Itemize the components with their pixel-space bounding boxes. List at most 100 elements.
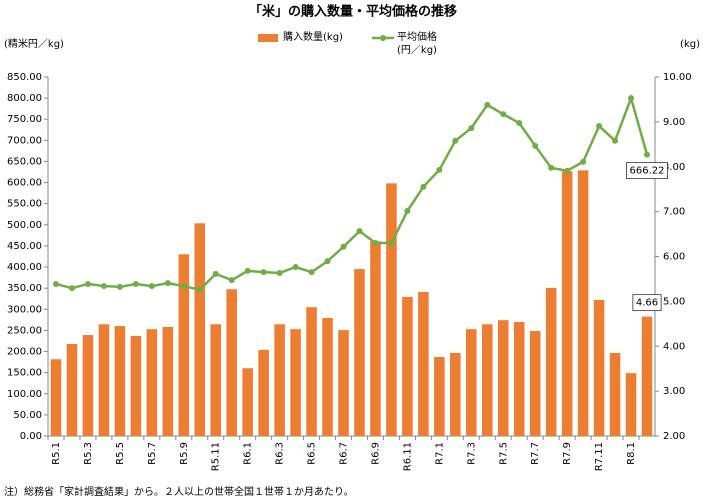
x-tick-label: R7.1 [434, 442, 445, 465]
bar [98, 324, 110, 436]
bar [418, 291, 429, 436]
bar [322, 317, 333, 436]
x-tick-label: R7.7 [530, 442, 541, 465]
x-tick-label: R7.11 [594, 442, 605, 471]
point [436, 166, 443, 173]
x-tick-label: R5.5 [115, 442, 126, 465]
y-tick-label: 150.00 [7, 368, 42, 379]
bar [625, 373, 637, 436]
y-tick-label: 200.00 [7, 347, 42, 358]
data-label-box [632, 294, 662, 312]
y2-tick-label: 7.00 [663, 207, 685, 218]
point [372, 239, 379, 246]
bar [162, 326, 174, 436]
y-tick-label: 550.00 [7, 199, 42, 210]
bar [226, 289, 237, 436]
data-label-box [626, 162, 668, 180]
point [484, 101, 491, 108]
bar [290, 329, 301, 436]
x-tick-label: R7.5 [498, 442, 509, 465]
bar [146, 329, 158, 436]
y2-tick-label: 10.00 [663, 72, 692, 83]
y-tick-label: 800.00 [7, 93, 42, 104]
x-tick-label: R5.7 [147, 442, 158, 465]
bar [450, 352, 461, 436]
bar [609, 352, 621, 436]
point [420, 183, 427, 190]
point [340, 243, 347, 250]
bar [529, 330, 541, 436]
bar [545, 287, 557, 436]
point [612, 137, 619, 144]
point [596, 122, 603, 129]
y2-tick-label: 2.00 [663, 431, 685, 442]
y-tick-label: 100.00 [7, 389, 42, 400]
data-label: 4.66 [636, 298, 658, 309]
y-tick-label: 600.00 [7, 178, 42, 189]
point [580, 158, 587, 165]
point [500, 111, 507, 118]
y2-axis-label: (kg) [680, 39, 700, 50]
y2-tick-label: 4.00 [663, 341, 685, 352]
bar [50, 359, 62, 436]
bar [513, 322, 525, 436]
point [276, 269, 283, 276]
bar [434, 357, 445, 436]
y2-tick-label: 3.00 [663, 386, 685, 397]
y-tick-label: 300.00 [7, 304, 42, 315]
x-tick-label: R6.7 [339, 442, 350, 465]
bar [386, 183, 397, 436]
y2-tick-label: 6.00 [663, 252, 685, 263]
x-tick-label: R6.3 [275, 442, 286, 465]
bar [210, 324, 221, 436]
point [628, 95, 635, 102]
point [116, 283, 123, 290]
legend-swatch [380, 35, 386, 41]
bar [130, 335, 142, 436]
line [55, 94, 649, 292]
legend-swatch [258, 34, 278, 42]
bar [306, 307, 317, 436]
note: 注）総務省「家計調査結果」から。２人以上の世帯全国１世帯１か月あたり。 [4, 485, 354, 498]
point [356, 228, 363, 235]
y2-tick-label: 8.00 [663, 162, 685, 173]
point [532, 142, 539, 149]
point [260, 269, 267, 276]
y-tick-label: 500.00 [7, 220, 42, 231]
x-tick-label: R6.5 [307, 442, 318, 465]
point [52, 280, 59, 287]
x-tick-label: R5.1 [51, 442, 62, 465]
y-tick-label: 400.00 [7, 262, 42, 273]
point [68, 285, 75, 292]
y-tick-label: 50.00 [13, 410, 42, 421]
point [148, 283, 155, 290]
point [196, 286, 203, 293]
y-tick-label: 0.00 [20, 431, 42, 442]
bar [466, 329, 477, 436]
y-tick-label: 350.00 [7, 283, 42, 294]
bar [66, 344, 78, 436]
point [324, 258, 331, 265]
point [452, 137, 459, 144]
y-tick-label: 850.00 [7, 72, 42, 83]
bar [114, 326, 126, 436]
bar [561, 171, 573, 437]
x-tick-label: R6.1 [243, 442, 254, 465]
bar [178, 254, 190, 436]
point [292, 264, 299, 271]
bar [482, 324, 493, 436]
x-tick-label: R5.9 [179, 442, 190, 465]
y2-tick-label: 9.00 [663, 117, 685, 128]
point [164, 280, 171, 287]
y-tick-label: 250.00 [7, 325, 42, 336]
legend-label: 購入数量(kg) [283, 32, 343, 43]
x-tick-label: R7.9 [562, 442, 573, 465]
bar [82, 335, 94, 436]
x-tick-label: R5.3 [83, 442, 94, 465]
point [388, 239, 395, 246]
bar [402, 296, 413, 436]
y2-tick-label: 5.00 [663, 296, 685, 307]
bar [641, 316, 653, 436]
